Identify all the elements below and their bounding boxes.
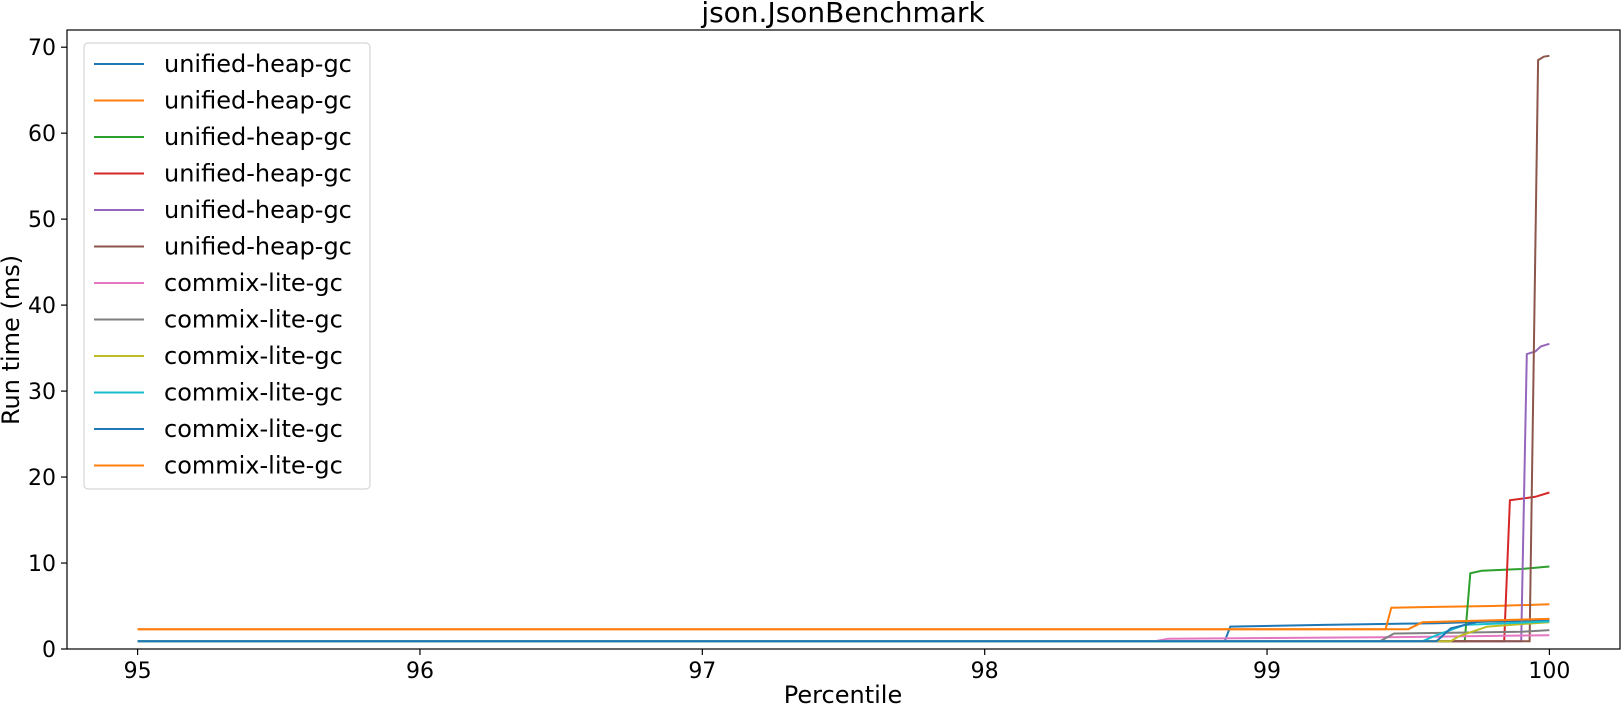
legend-entry: commix-lite-gc bbox=[164, 379, 343, 407]
legend-entry: commix-lite-gc bbox=[164, 342, 343, 370]
x-tick-label: 95 bbox=[124, 659, 152, 684]
y-tick-label: 20 bbox=[28, 466, 56, 491]
y-tick-label: 60 bbox=[28, 122, 56, 147]
legend-entry: unified-heap-gc bbox=[164, 87, 352, 115]
series-line-12 bbox=[137, 617, 1550, 631]
plot-frame bbox=[66, 29, 1621, 650]
series-line-8 bbox=[137, 629, 1550, 643]
y-axis-label: Run time (ms) bbox=[0, 255, 25, 425]
y-tick-label: 50 bbox=[28, 208, 56, 233]
legend-entry: unified-heap-gc bbox=[164, 196, 352, 224]
y-tick-label: 0 bbox=[42, 638, 56, 663]
x-axis-label: Percentile bbox=[784, 681, 902, 709]
series-lines bbox=[137, 54, 1550, 643]
legend-entry: commix-lite-gc bbox=[164, 415, 343, 443]
series-line-4 bbox=[137, 491, 1550, 643]
x-tick-label: 98 bbox=[971, 659, 999, 684]
legend: unified-heap-gc unified-heap-gc unified-he… bbox=[83, 42, 371, 490]
legend-entry: commix-lite-gc bbox=[164, 269, 343, 297]
legend-entry: commix-lite-gc bbox=[164, 306, 343, 334]
legend-entry: unified-heap-gc bbox=[164, 123, 352, 151]
x-tick-label: 100 bbox=[1528, 659, 1570, 684]
x-tick-label: 96 bbox=[406, 659, 434, 684]
chart-title: json.JsonBenchmark bbox=[700, 0, 985, 29]
x-tick-label: 99 bbox=[1253, 659, 1281, 684]
legend-entry: commix-lite-gc bbox=[164, 452, 343, 480]
y-tick-label: 30 bbox=[28, 380, 56, 405]
y-tick-label: 10 bbox=[28, 552, 56, 577]
y-axis-ticks: 0 10 20 30 40 50 60 70 bbox=[28, 36, 67, 663]
x-tick-label: 97 bbox=[688, 659, 716, 684]
legend-entry: unified-heap-gc bbox=[164, 160, 352, 188]
legend-entry: unified-heap-gc bbox=[164, 233, 352, 261]
legend-entry: unified-heap-gc bbox=[164, 50, 352, 78]
y-tick-label: 40 bbox=[28, 294, 56, 319]
x-axis-ticks: 95 96 97 98 99 100 bbox=[124, 649, 1570, 684]
y-tick-label: 70 bbox=[28, 36, 56, 61]
legend-box bbox=[83, 42, 371, 490]
